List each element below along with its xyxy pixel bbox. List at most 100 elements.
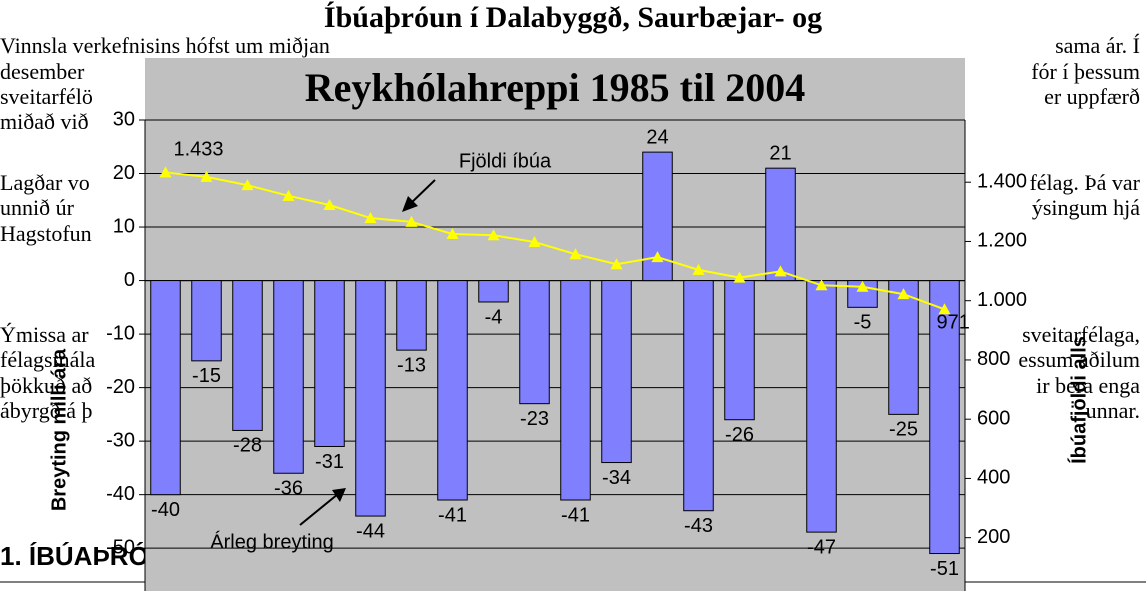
doc-text: ir bera enga [1036, 373, 1140, 398]
doc-text: Vinnsla verkefnisins hófst um miðjan [0, 33, 330, 58]
doc-text: Ýmissa ar [0, 322, 89, 347]
y-tick-label: -30 [106, 429, 135, 451]
data-label: -43 [684, 515, 713, 537]
data-label: -31 [315, 451, 344, 473]
y2-tick-label: 1.400 [977, 170, 1027, 192]
doc-text: essum aðilum [1018, 347, 1140, 372]
data-label: -13 [397, 354, 426, 376]
bar [601, 280, 632, 464]
line [165, 171, 945, 311]
doc-text: er uppfærð [1044, 84, 1140, 109]
bar [519, 280, 550, 405]
bar [765, 167, 796, 282]
y-tick-label: 20 [113, 162, 135, 184]
doc-text: félagsmála [0, 347, 96, 372]
bar [150, 280, 181, 496]
y2-tick-label: 800 [977, 348, 1010, 370]
doc-text: miðað við [0, 109, 89, 134]
bar [478, 280, 509, 303]
y-axis-label: Breyting milli ára [48, 348, 70, 511]
data-label: -5 [854, 312, 872, 334]
y2-tick-label: 600 [977, 407, 1010, 429]
doc-text: sveitarfélö [0, 84, 93, 109]
data-label: 21 [769, 142, 791, 164]
line-marker [282, 189, 295, 201]
y-tick-label: -10 [106, 322, 135, 344]
data-label: -34 [602, 467, 631, 489]
annotation: Fjöldi íbúa [459, 150, 552, 172]
line-marker [364, 212, 377, 224]
data-label: 971 [937, 312, 970, 334]
y2-tick-label: 1.200 [977, 230, 1027, 252]
data-label: -4 [485, 306, 503, 328]
data-label: -44 [356, 520, 385, 542]
bar [683, 280, 714, 512]
bar [232, 280, 263, 431]
doc-text: þökkuð að [0, 373, 92, 398]
line-marker [733, 271, 746, 283]
data-label: -41 [438, 504, 467, 526]
line-marker [446, 228, 459, 240]
line-marker [692, 263, 705, 275]
bar [273, 280, 304, 474]
bar [191, 280, 222, 362]
data-label: 1.433 [174, 139, 224, 161]
doc-text: sama ár. Í [1055, 33, 1140, 58]
chart-title: Reykhólahreppi 1985 til 2004 [305, 65, 805, 110]
doc-text: ábyrgð á þ [0, 398, 92, 423]
data-label: -47 [807, 536, 836, 558]
bar [396, 280, 427, 351]
bar [847, 280, 878, 308]
line-marker [241, 179, 254, 191]
annotation: Árleg breyting [210, 530, 333, 553]
y-tick-label: 30 [113, 108, 135, 130]
plot-area [145, 58, 965, 591]
bar [724, 280, 755, 421]
data-label: -40 [151, 499, 180, 521]
line-marker [815, 279, 828, 291]
line-marker [856, 280, 869, 292]
y-tick-label: -50 [106, 536, 135, 558]
y2-tick-label: 400 [977, 467, 1010, 489]
line-marker [651, 251, 664, 263]
line-marker [610, 258, 623, 270]
data-label: -26 [725, 424, 754, 446]
y-tick-label: -20 [106, 376, 135, 398]
data-label: -15 [192, 365, 221, 387]
line-marker [897, 288, 910, 300]
line-marker [159, 166, 172, 178]
arrow-head [402, 196, 418, 212]
doc-text: unnið úr [0, 195, 75, 220]
data-label: -28 [233, 435, 262, 457]
line-marker [200, 170, 213, 182]
doc-text: sveitarfélaga, [1022, 322, 1140, 347]
y2-axis-label: Íbúafjöldi alls [1067, 336, 1090, 464]
line-marker [405, 215, 418, 227]
doc-text: unnar. [1086, 398, 1140, 423]
bar [929, 280, 960, 555]
doc-text: Hagstofun [0, 221, 92, 246]
y2-tick-label: 200 [977, 526, 1010, 548]
y2-tick-label: 1.000 [977, 289, 1027, 311]
doc-text: félag. Þá var [1029, 170, 1140, 195]
data-label: -41 [561, 504, 590, 526]
arrow [299, 493, 339, 526]
bar [355, 280, 386, 517]
y-tick-label: 10 [113, 215, 135, 237]
line-marker [487, 229, 500, 241]
bar [314, 280, 345, 447]
doc-heading: Íbúaþróun í Dalabyggð, Saurbæjar- og [324, 1, 822, 34]
line-marker [569, 248, 582, 260]
doc-text: ýsingum hjá [1032, 195, 1140, 220]
data-label: -23 [520, 408, 549, 430]
line-marker [323, 199, 336, 211]
y-tick-label: -40 [106, 483, 135, 505]
line-marker [528, 236, 541, 248]
bar [888, 280, 919, 415]
doc-text: fór í þessum [1031, 59, 1140, 84]
bar [560, 280, 591, 501]
y-tick-label: 0 [124, 269, 135, 291]
data-label: -36 [274, 478, 303, 500]
line-marker [774, 265, 787, 277]
data-label: -51 [930, 558, 959, 580]
